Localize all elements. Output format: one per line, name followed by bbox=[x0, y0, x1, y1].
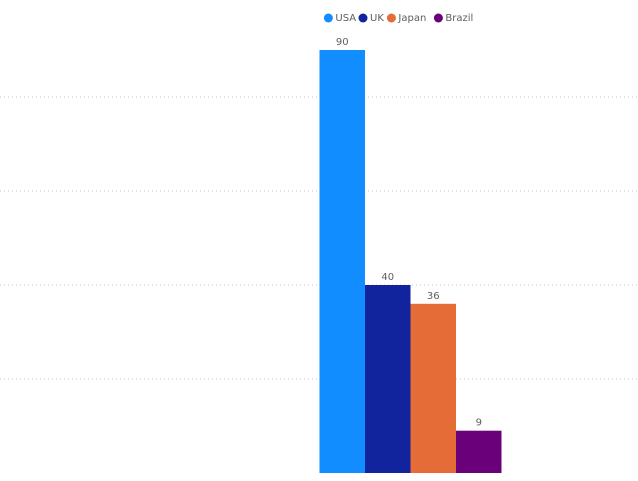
legend-label: USA bbox=[335, 13, 356, 24]
data-label: 40 bbox=[381, 272, 394, 283]
legend-label: Japan bbox=[397, 13, 426, 24]
bar bbox=[410, 303, 456, 473]
legend-marker bbox=[386, 13, 396, 23]
bar bbox=[319, 50, 365, 473]
legend-marker bbox=[323, 13, 333, 23]
data-label: 9 bbox=[476, 418, 482, 429]
legend-marker bbox=[433, 13, 443, 23]
data-label: 36 bbox=[427, 291, 440, 302]
legend-label: UK bbox=[370, 13, 384, 24]
bar bbox=[456, 430, 502, 473]
legend-label: Brazil bbox=[445, 13, 473, 24]
data-label: 90 bbox=[336, 37, 349, 48]
bar bbox=[365, 285, 411, 473]
legend-marker bbox=[358, 13, 368, 23]
